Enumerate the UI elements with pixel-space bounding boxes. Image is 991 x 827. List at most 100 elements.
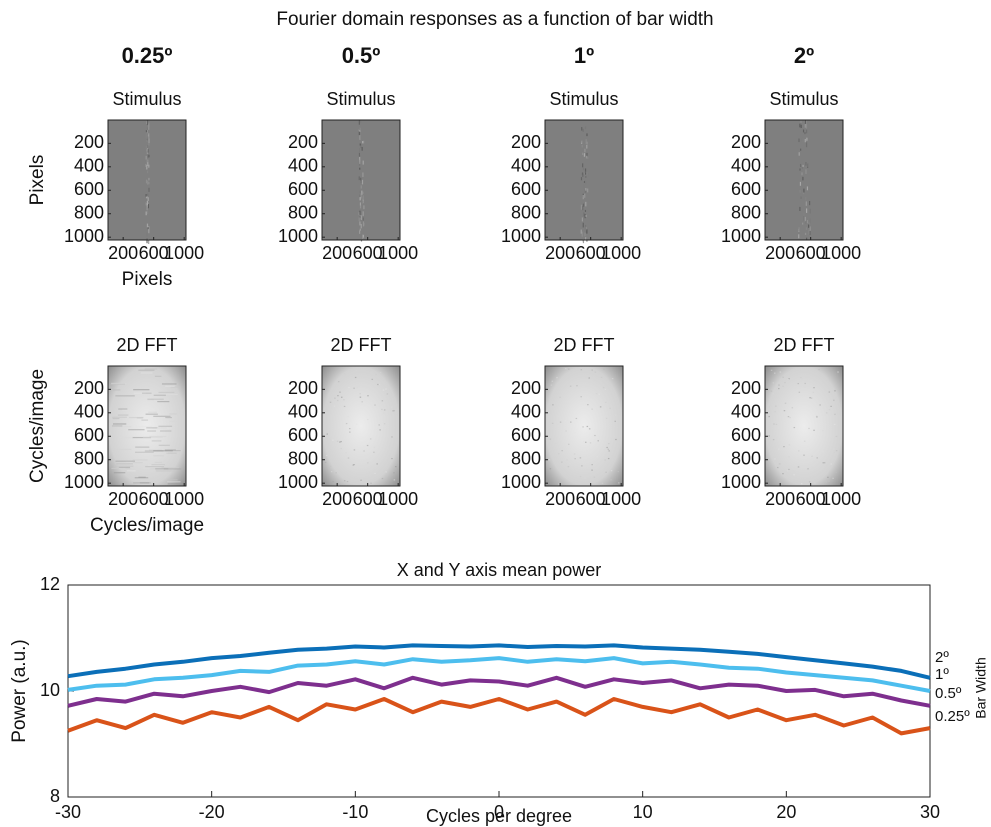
image [322, 366, 400, 486]
texture [594, 434, 596, 437]
texture [566, 459, 568, 461]
y-tick-label: 1000 [721, 226, 761, 246]
x-tick-label: 1000 [821, 489, 861, 509]
texture [587, 404, 589, 406]
y-tick-label: 200 [511, 132, 541, 152]
texture [583, 179, 585, 183]
column-title: 1º [574, 43, 594, 68]
texture [362, 191, 364, 195]
texture [360, 185, 362, 189]
texture [383, 423, 386, 425]
texture [585, 188, 587, 191]
texture [579, 475, 582, 478]
texture [146, 195, 148, 199]
texture [112, 416, 127, 418]
texture [799, 189, 801, 193]
texture [804, 124, 806, 128]
texture [346, 480, 349, 483]
texture [359, 167, 361, 170]
texture [809, 200, 811, 206]
texture [362, 160, 364, 165]
texture [391, 436, 393, 438]
x-tick-label: 600 [796, 489, 826, 509]
texture [353, 387, 355, 389]
texture [128, 429, 145, 431]
texture [378, 424, 380, 426]
texture [799, 206, 801, 211]
texture [363, 222, 365, 226]
texture [324, 461, 327, 464]
texture [145, 133, 147, 138]
texture [147, 430, 157, 432]
texture [348, 428, 351, 430]
texture [582, 167, 585, 171]
y-axis-label: Power (a.u.) [9, 639, 30, 742]
texture [610, 470, 613, 472]
texture [581, 217, 583, 222]
texture [584, 180, 587, 185]
texture [385, 388, 387, 390]
texture [370, 482, 372, 484]
texture [574, 468, 576, 471]
x-tick-label: 600 [139, 243, 169, 263]
texture [586, 141, 588, 145]
texture [169, 420, 179, 422]
texture [805, 196, 807, 201]
texture [151, 440, 162, 442]
texture [359, 393, 361, 395]
texture [333, 405, 336, 407]
y-tick-label: 200 [288, 378, 318, 398]
texture [147, 180, 149, 185]
texture [827, 476, 829, 478]
texture [788, 444, 791, 446]
texture [584, 224, 587, 229]
texture [815, 415, 818, 417]
x-tick-label: 20 [776, 802, 796, 822]
texture [347, 416, 350, 418]
texture [788, 378, 790, 380]
texture [146, 207, 148, 211]
texture [801, 166, 803, 169]
axes-box [764, 365, 844, 487]
texture [359, 221, 361, 226]
y-tick-label: 600 [288, 425, 318, 445]
texture [128, 416, 144, 419]
texture [802, 164, 804, 167]
y-tick-label: 800 [511, 202, 541, 222]
texture [584, 188, 586, 193]
texture [608, 450, 610, 452]
texture [798, 227, 800, 232]
texture [359, 135, 361, 140]
texture [339, 391, 341, 393]
texture [582, 239, 585, 244]
texture [362, 195, 364, 200]
texture [802, 380, 804, 382]
texture [338, 388, 340, 391]
texture [148, 239, 150, 244]
texture [145, 179, 148, 184]
texture [362, 199, 364, 204]
texture [146, 127, 148, 131]
texture [361, 179, 364, 185]
texture [359, 190, 361, 194]
texture [772, 382, 775, 384]
texture [147, 170, 149, 174]
texture [141, 419, 149, 421]
texture [362, 211, 364, 217]
texture [823, 462, 826, 464]
texture [132, 462, 143, 464]
texture [591, 464, 593, 466]
texture [805, 123, 808, 129]
texture [353, 464, 355, 466]
y-tick-label: 800 [731, 448, 761, 468]
texture [799, 181, 802, 186]
texture [147, 149, 149, 153]
image [765, 366, 843, 486]
x-axis-label: Cycles/image [90, 515, 204, 536]
x-tick-label: 1000 [378, 489, 418, 509]
texture [593, 476, 596, 478]
texture [808, 427, 810, 430]
texture [345, 452, 347, 454]
texture [801, 137, 803, 142]
texture [374, 404, 376, 406]
